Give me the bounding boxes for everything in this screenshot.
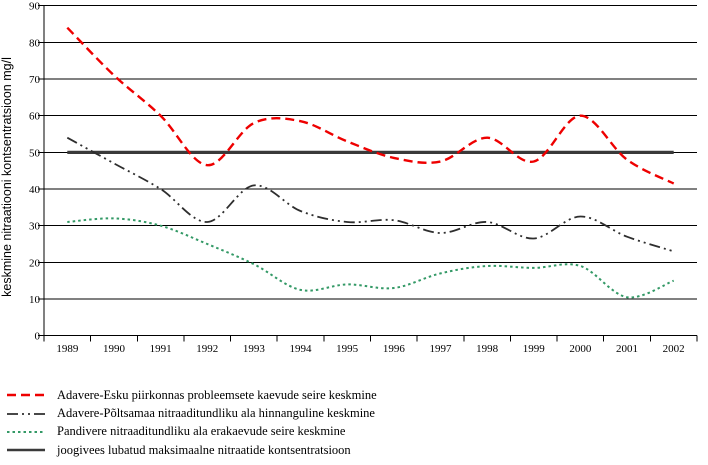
x-tick-label: 1994: [290, 343, 313, 355]
x-tick-label: 1995: [336, 343, 359, 355]
y-tick-label: 0: [35, 331, 41, 343]
legend-label-adavere-poltsamaa: Adavere-Põltsamaa nitraaditundliku ala h…: [57, 406, 375, 421]
x-tick-label: 1991: [150, 343, 172, 355]
x-tick-label: 1993: [243, 343, 266, 355]
x-tick-label: 1990: [103, 343, 126, 355]
series-lines: [66, 26, 675, 299]
y-axis-title: keskmine nitraatiooni kontsentratsioon m…: [0, 57, 14, 297]
gridlines: [38, 5, 697, 337]
series-line-pandivere: [67, 217, 675, 299]
y-tick-label: 90: [29, 1, 41, 13]
legend-label-adavere-esku: Adavere-Esku piirkonnas probleemsete kae…: [57, 387, 377, 402]
series-line-adavere-poltsamaa: [66, 136, 674, 253]
y-tick-label: 10: [29, 294, 41, 306]
x-tick-label: 1996: [383, 343, 406, 355]
y-tick-label: 80: [29, 37, 41, 49]
legend-item: Adavere-Põltsamaa nitraaditundliku ala h…: [6, 404, 708, 422]
legend-item: joogivees lubatud maksimaalne nitraatide…: [6, 441, 708, 459]
legend-label-joogivee-limiit: joogivees lubatud maksimaalne nitraatide…: [57, 442, 351, 457]
y-tick-label: 70: [29, 74, 41, 86]
legend-marker-adavere-poltsamaa: [7, 412, 45, 415]
legend-item: Adavere-Esku piirkonnas probleemsete kae…: [6, 386, 708, 404]
chart-plot-area: keskmine nitraatiooni kontsentratsioon m…: [0, 1, 698, 355]
x-tick-label: 2000: [569, 343, 592, 355]
x-tick-label: 1998: [476, 343, 499, 355]
y-tick-label: 40: [29, 184, 41, 196]
legend-marker-adavere-esku: [7, 393, 45, 397]
x-tick-label: 2002: [663, 343, 685, 355]
x-tick-label: 1999: [523, 343, 546, 355]
x-tick-label: 1992: [196, 343, 218, 355]
x-tick-label: 2001: [616, 343, 638, 355]
axes: [43, 5, 698, 342]
chart-legend: Adavere-Esku piirkonnas probleemsete kae…: [0, 386, 708, 460]
x-tick-label: 1989: [56, 343, 79, 355]
legend-label-pandivere: Pandivere nitraaditundliku ala erakaevud…: [57, 424, 346, 439]
y-tick-label: 30: [29, 221, 41, 233]
series-line-adavere-esku: [66, 26, 675, 185]
y-tick-label: 60: [29, 111, 41, 123]
x-tick-label: 1997: [429, 343, 452, 355]
y-tick-label: 20: [29, 257, 41, 269]
legend-marker-joogivee-limiit: [7, 449, 45, 452]
legend-item: Pandivere nitraaditundliku ala erakaevud…: [6, 423, 708, 441]
legend-marker-pandivere: [7, 430, 45, 433]
y-tick-label: 50: [29, 147, 41, 159]
